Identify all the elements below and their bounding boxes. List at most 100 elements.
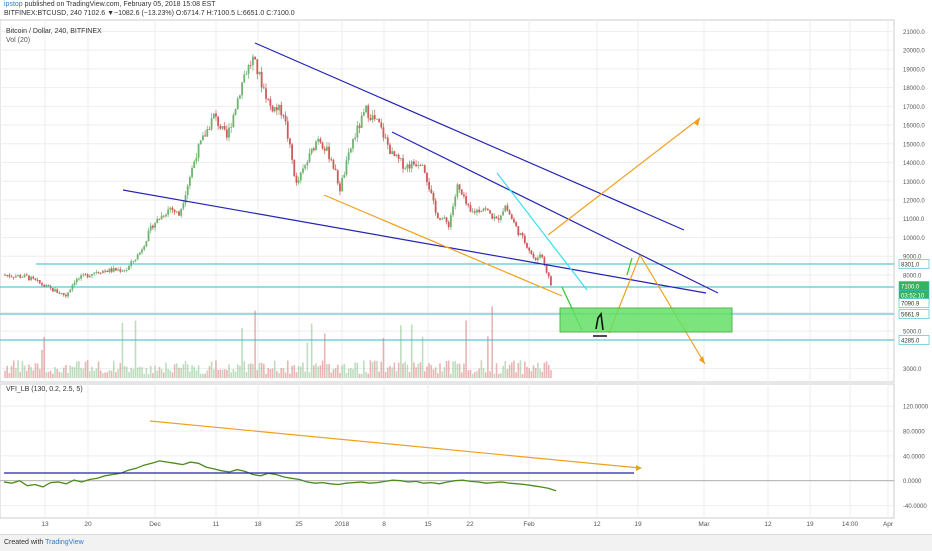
volume-bar: [376, 360, 378, 378]
candle-body: [413, 161, 415, 165]
orange-line: [323, 194, 563, 297]
candle-body: [275, 107, 278, 111]
candle-body: [108, 268, 111, 273]
volume-bar: [545, 361, 548, 378]
candle-body: [228, 127, 230, 138]
volume-bar: [302, 362, 304, 378]
candle-body: [308, 153, 311, 163]
candle-body: [119, 269, 122, 272]
candle-body: [328, 146, 330, 160]
y-tick-label: 21000.0: [903, 30, 925, 36]
price-label-box: [898, 309, 930, 319]
volume-bar: [67, 372, 69, 378]
volume-bar: [178, 367, 180, 378]
volume-bar: [41, 350, 43, 378]
volume-bar: [134, 320, 137, 378]
volume-bar: [160, 369, 163, 378]
volume-bar: [391, 367, 393, 378]
volume-bar: [78, 361, 80, 378]
volume-bar: [493, 373, 496, 378]
candle-body: [526, 242, 528, 248]
volume-bar: [276, 370, 278, 378]
x-tick-label: Apr: [883, 521, 894, 528]
candle-body: [78, 278, 80, 280]
volume-bar: [60, 372, 63, 378]
volume-bar: [8, 372, 11, 378]
candle-body: [208, 129, 211, 130]
y-tick-label: 11000.0: [903, 217, 925, 223]
author-link[interactable]: ipstop: [4, 1, 23, 8]
volume-bar: [132, 369, 135, 378]
y-tick-label: 8000.0: [903, 273, 922, 279]
candle-body: [101, 270, 104, 274]
candle-body: [506, 205, 509, 211]
candle-body: [232, 114, 235, 128]
candle-body: [23, 274, 26, 278]
volume-bar: [415, 367, 417, 378]
candle-body: [321, 142, 324, 149]
volume-bar: [354, 362, 356, 378]
volume-bar: [456, 363, 459, 378]
volume-bar: [524, 361, 526, 378]
volume-bar: [358, 373, 361, 378]
x-tick-label: 12: [764, 521, 772, 528]
candle-body: [178, 211, 180, 216]
candle-body: [460, 189, 463, 195]
volume-bar: [243, 361, 246, 378]
volume-bar: [136, 367, 139, 378]
volume-bar: [441, 371, 443, 378]
volume-bar: [217, 369, 219, 378]
volume-bar: [154, 365, 156, 378]
volume-bar: [534, 367, 537, 378]
candles: [4, 54, 552, 299]
volume-bar: [304, 371, 306, 378]
candle-body: [504, 205, 507, 212]
x-tick-label: 14:00: [842, 521, 859, 528]
vfi-line: [3, 460, 557, 492]
volume-bar: [515, 372, 517, 378]
candle-body: [186, 185, 189, 196]
candle-body: [197, 144, 200, 158]
candle-body: [430, 189, 433, 193]
candle-body: [252, 56, 254, 66]
tradingview-link[interactable]: TradingView: [45, 539, 84, 546]
candle-body: [547, 272, 550, 277]
volume-bar: [193, 366, 196, 378]
volume-bar: [387, 367, 389, 378]
candle-body: [452, 206, 454, 216]
volume-bar: [147, 373, 150, 378]
volume-bar: [447, 360, 450, 378]
volume-bar: [208, 366, 211, 378]
green-arrow-up: [626, 257, 633, 276]
candle-body: [426, 172, 428, 182]
candle-body: [443, 217, 446, 219]
axes: 13 20 Dec 11 18 25 2018 8 15 22 Feb 12 19 Mar 12 19 14:0…: [41, 30, 928, 528]
candle-body: [510, 214, 513, 220]
candle-body: [447, 221, 450, 228]
vfi-tick-label: 120.0000: [903, 405, 929, 411]
candle-body: [339, 183, 341, 192]
candle-body: [6, 274, 9, 276]
candle-body: [500, 215, 502, 220]
volume-bar: [99, 370, 102, 378]
candle-body: [519, 233, 522, 236]
volume-bar: [149, 366, 152, 378]
candle-body: [386, 137, 389, 145]
candle-body: [8, 275, 11, 277]
candle-body: [28, 275, 30, 281]
candle-body: [299, 172, 302, 181]
volume-bar: [484, 372, 487, 378]
volume-bar: [65, 365, 67, 378]
candle-body: [371, 115, 374, 120]
candle-body: [291, 144, 293, 160]
vfi-tick-label: 80.0000: [903, 430, 925, 436]
volume-bar: [156, 370, 159, 378]
candle-body: [147, 230, 150, 242]
candle-body: [145, 241, 148, 247]
x-tick-label: Dec: [149, 521, 161, 528]
candle-body: [21, 277, 24, 279]
volume-bar: [197, 365, 200, 378]
candle-body: [110, 268, 113, 272]
volume-bar: [121, 322, 124, 378]
candle-body: [382, 127, 385, 138]
